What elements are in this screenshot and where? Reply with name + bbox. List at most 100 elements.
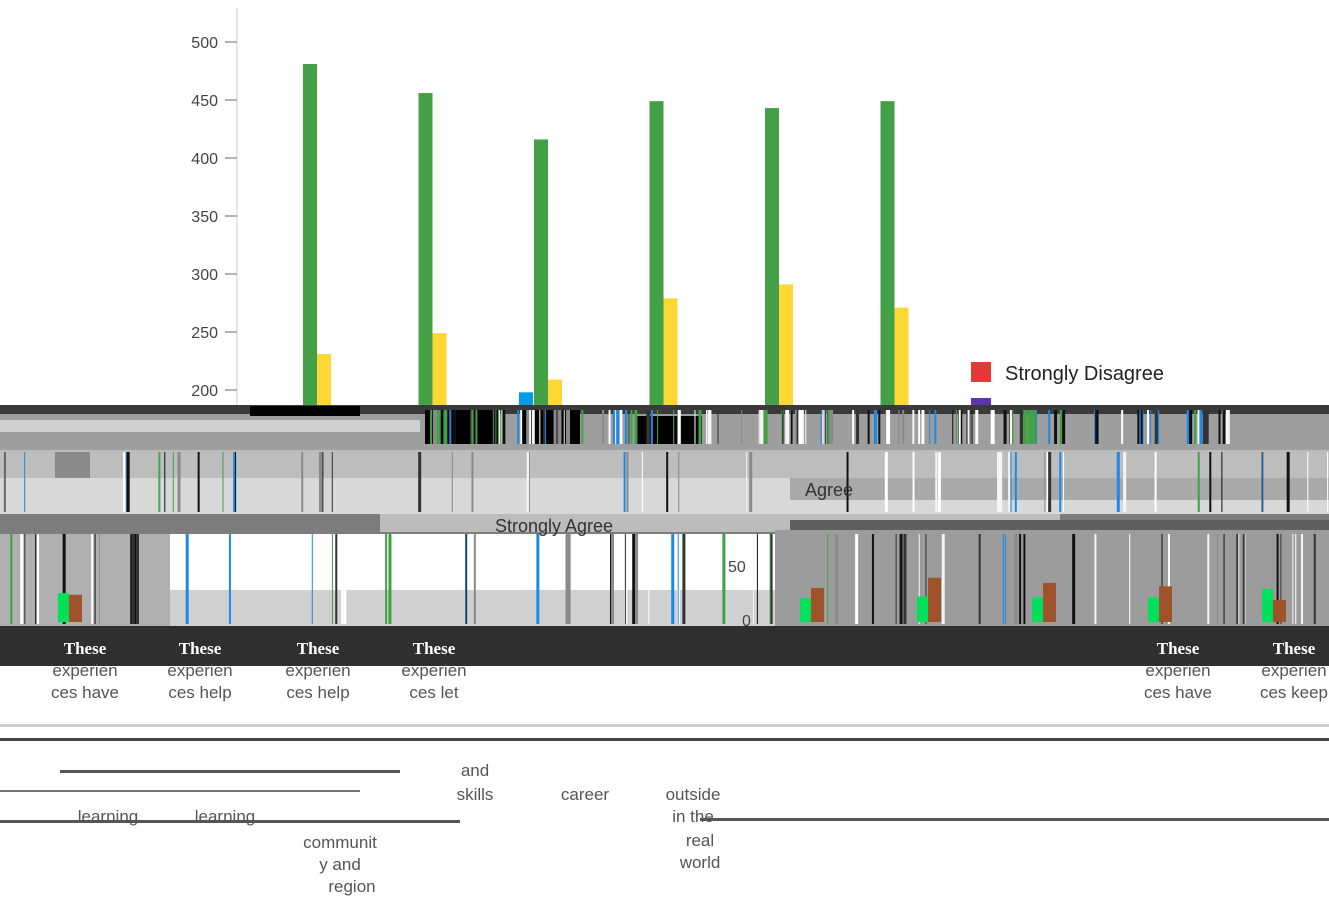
glitch-line: [1121, 410, 1124, 444]
glitch-line: [935, 452, 938, 512]
glitch-line: [539, 410, 541, 444]
lower-label-fragment: learning: [78, 807, 139, 826]
lower-label-fragment: region: [328, 877, 375, 896]
glitch-line: [671, 534, 675, 624]
glitch-line: [624, 410, 626, 444]
glitch-line: [495, 410, 497, 444]
glitch-line: [185, 534, 189, 624]
glitch-line: [941, 534, 945, 624]
glitch-line: [1186, 410, 1191, 444]
glitch-line: [1209, 452, 1212, 512]
glitch-line: [1094, 534, 1097, 624]
glitch-line: [123, 452, 126, 512]
category-label-fragment: These: [64, 639, 107, 658]
bars: [303, 64, 909, 406]
glitch-line: [24, 534, 26, 624]
glitch-line: [1313, 534, 1316, 624]
y-tick-label: 300: [191, 267, 218, 284]
glitch-legend-strongly-agree: Strongly Agree: [495, 516, 613, 536]
glitch-line: [322, 452, 324, 512]
glitch-line: [1009, 410, 1012, 444]
glitch-line: [878, 410, 881, 444]
bar: [649, 101, 664, 405]
glitch-line: [1030, 410, 1035, 444]
glitch-strip: [790, 520, 1329, 530]
glitch-line: [899, 534, 903, 624]
glitch-line: [1044, 452, 1046, 512]
glitch-line: [623, 452, 626, 512]
glitch-line: [443, 410, 448, 444]
glitch-line: [1035, 410, 1037, 444]
y-tick-label: 500: [191, 35, 218, 52]
glitch-line: [536, 534, 540, 624]
bar: [548, 379, 562, 405]
glitch-line: [449, 410, 452, 444]
bar: [779, 284, 793, 405]
glitch-line: [852, 410, 855, 444]
glitch-line: [717, 410, 719, 444]
glitch-line: [1238, 534, 1240, 624]
category-label-fragment: ces help: [286, 683, 349, 702]
glitch-line: [746, 452, 748, 512]
inset-bar-green: [1262, 588, 1273, 622]
glitch-line: [10, 534, 13, 624]
glitch-line: [1222, 410, 1226, 444]
category-label-fragment: These: [1273, 639, 1316, 658]
glitch-line: [1024, 410, 1028, 444]
glitch-line: [673, 410, 675, 444]
glitch-line: [634, 410, 638, 444]
glitch-line: [177, 452, 181, 512]
glitch-line: [761, 410, 764, 444]
glitch-line: [873, 410, 877, 444]
glitch-line: [343, 534, 347, 624]
glitch-line: [1236, 534, 1239, 624]
lower-label-fragment: learning: [195, 807, 256, 826]
glitch-line: [531, 410, 535, 444]
glitch-line: [758, 410, 761, 444]
glitch-line: [626, 410, 628, 444]
glitch-line: [827, 534, 829, 624]
glitch-line: [707, 410, 712, 444]
glitch-line: [602, 410, 605, 444]
glitch-line: [630, 410, 633, 444]
glitch-line: [529, 410, 532, 444]
lower-label-fragment: world: [679, 853, 721, 872]
glitch-line: [158, 452, 160, 512]
glitch-line: [475, 410, 478, 444]
lower-label-fragment: y and: [319, 855, 361, 874]
category-label-fragment: ces have: [51, 683, 119, 702]
glitch-line: [1048, 452, 1052, 512]
glitch-line: [1003, 410, 1007, 444]
glitch-line: [581, 410, 584, 444]
glitch-line: [1207, 534, 1210, 624]
glitch-legend-agree: Agree: [805, 480, 853, 500]
glitch-line: [706, 410, 708, 444]
glitch-line: [388, 534, 392, 624]
glitch-line: [543, 410, 546, 444]
lower-label-fragment: in the: [672, 807, 714, 826]
glitch-line: [1202, 410, 1207, 444]
glitch-line: [902, 410, 905, 444]
glitch-line: [1137, 410, 1140, 444]
glitch-line: [1150, 410, 1152, 444]
glitch-line: [1223, 534, 1225, 624]
glitch-line: [785, 410, 790, 444]
lower-label-fragment: real: [686, 831, 714, 850]
glitch-line: [1023, 534, 1026, 624]
glitch-line: [990, 410, 995, 444]
glitch-line: [1046, 452, 1050, 512]
noise-line: [0, 820, 460, 823]
glitch-line: [98, 534, 100, 624]
glitch-line: [918, 410, 921, 444]
glitch-line: [1123, 452, 1127, 512]
category-label-fragment: ces let: [409, 683, 458, 702]
glitch-line: [1116, 452, 1120, 512]
bar: [519, 392, 533, 405]
glitch-line: [752, 534, 754, 624]
glitch-line: [563, 410, 565, 444]
glitch-line: [1062, 410, 1066, 444]
glitch-line: [955, 410, 957, 444]
category-label-fragment: experien: [1261, 661, 1326, 680]
glitch-strip: [0, 450, 1329, 478]
glitch-axis-0: 0: [742, 613, 751, 630]
